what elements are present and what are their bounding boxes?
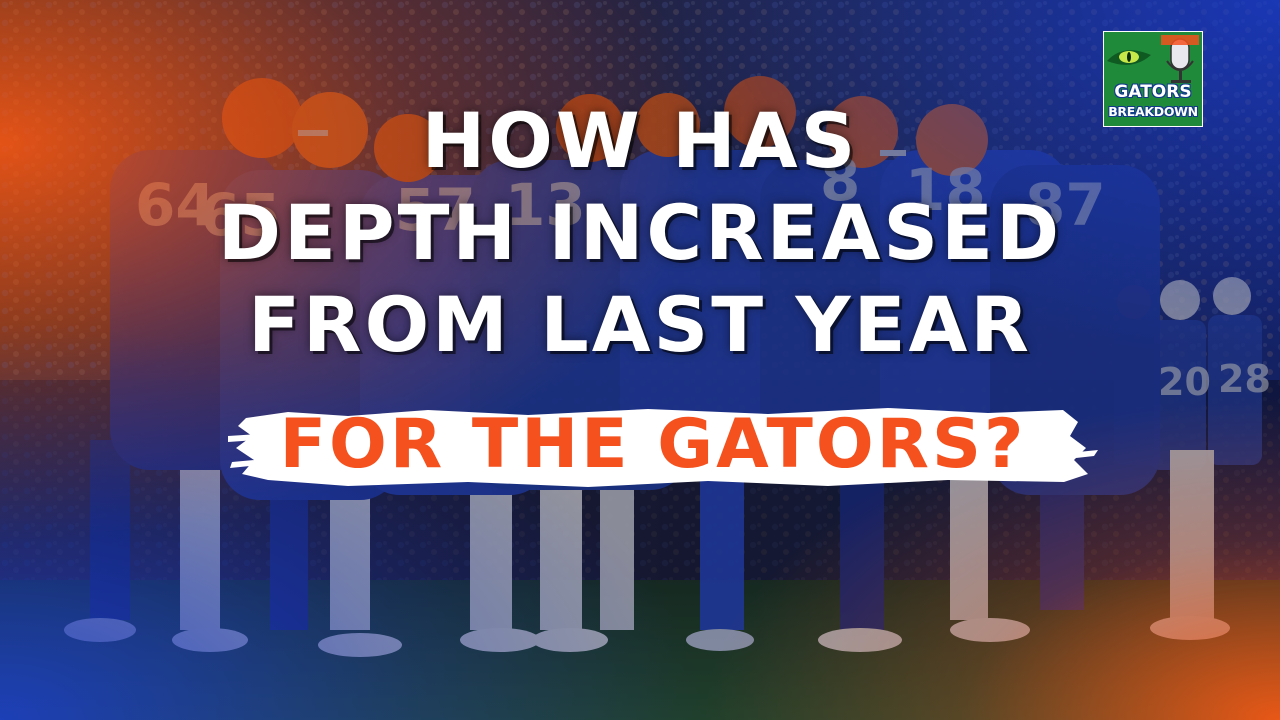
logo-text-line: BREAKDOWN — [1108, 104, 1198, 119]
brush-stroke-background — [228, 408, 1098, 487]
logo-text-line: GATORS — [1114, 82, 1192, 102]
banner: FOR THE GATORS? — [228, 396, 1098, 496]
headline-line: HOW HAS — [421, 96, 859, 185]
banner-text: FOR THE GATORS? — [279, 404, 1027, 484]
headline: HOW HAS DEPTH INCREASED FROM LAST YEAR — [200, 95, 1080, 371]
headline-line: FROM LAST YEAR — [248, 280, 1032, 369]
headline-line: DEPTH INCREASED — [217, 188, 1063, 277]
gators-breakdown-logo: GATORS BREAKDOWN — [1103, 31, 1203, 127]
